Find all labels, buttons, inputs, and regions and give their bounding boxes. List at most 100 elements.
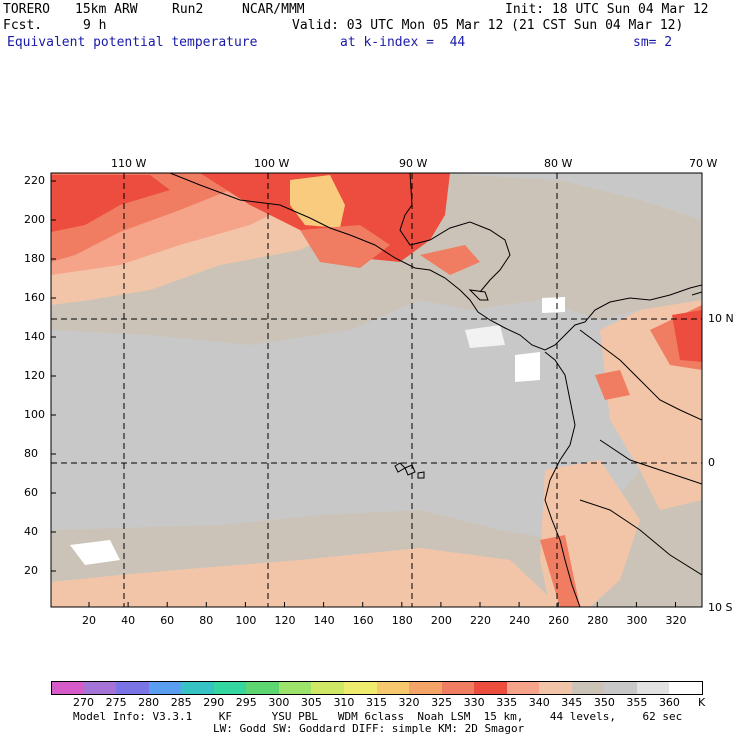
cloud-patch [465, 325, 505, 348]
y-tick-label: 220 [24, 174, 45, 187]
x-tick-label: 80 [199, 614, 214, 627]
init-time: Init: 18 UTC Sun 04 Mar 12 [505, 2, 709, 17]
x-tick-label: 180 [391, 614, 413, 627]
plot-frame [50, 172, 703, 608]
colorbar-swatch [148, 681, 182, 695]
model-org: NCAR/MMM [242, 2, 305, 17]
cloud-patch [542, 297, 565, 313]
x-tick-label: 280 [587, 614, 609, 627]
valid-time: Valid: 03 UTC Mon 05 Mar 12 (21 CST Sun … [292, 18, 684, 33]
colorbar-swatch [604, 681, 638, 695]
colorbar-swatch [213, 681, 247, 695]
lon-label-100w: 100 W [254, 157, 290, 170]
hot-region [420, 245, 480, 275]
colorbar-label: 350 [593, 696, 615, 709]
x-tick-label: 160 [352, 614, 374, 627]
colorbar-label: 275 [105, 696, 127, 709]
lat-lon-grid [51, 173, 702, 607]
colorbar-label: 355 [626, 696, 648, 709]
colorbar-swatch [636, 681, 670, 695]
colorbar-label: 345 [561, 696, 583, 709]
colorbar-label: 305 [300, 696, 322, 709]
y-tick-label: 20 [24, 564, 38, 577]
colorbar-swatch [181, 681, 215, 695]
colorbar-swatch [343, 681, 377, 695]
axis-ticks [51, 180, 676, 607]
x-tick-label: 100 [235, 614, 257, 627]
colorbar-swatch [376, 681, 410, 695]
lon-label-70w: 70 W [689, 157, 718, 170]
colorbar-label: 310 [333, 696, 355, 709]
lat-label-10s: 10 S [708, 601, 733, 614]
y-tick-label: 60 [24, 486, 38, 499]
colorbar-swatch [669, 681, 704, 695]
colorbar-swatch [83, 681, 117, 695]
colorbar-label: 285 [170, 696, 192, 709]
x-tick-label: 300 [626, 614, 648, 627]
colorbar-label: 335 [496, 696, 518, 709]
hot-region [540, 535, 580, 607]
forecast-label: Fcst. [3, 18, 43, 33]
colorbar-swatch [409, 681, 443, 695]
field-name: Equivalent potential temperature [7, 35, 258, 50]
red-region [51, 175, 170, 232]
colorbar-swatch [278, 681, 312, 695]
coastlines [169, 173, 702, 607]
y-tick-label: 120 [24, 369, 45, 382]
x-tick-label: 20 [82, 614, 96, 627]
x-tick-label: 240 [509, 614, 531, 627]
y-tick-label: 80 [24, 447, 38, 460]
y-tick-label: 100 [24, 408, 45, 421]
lon-label-80w: 80 W [544, 157, 573, 170]
level-index: at k-index = 44 [340, 35, 466, 50]
y-tick-label: 200 [24, 213, 45, 226]
y-tick-label: 40 [24, 525, 38, 538]
warm-region [51, 548, 560, 607]
model-name: TORERO [3, 2, 50, 17]
colorbar-swatch [539, 681, 573, 695]
colorbar-label: 300 [268, 696, 290, 709]
colorbar-swatch [51, 681, 86, 695]
colorbar-label: 325 [431, 696, 453, 709]
hot-region [300, 225, 390, 268]
x-tick-label: 140 [313, 614, 335, 627]
colorbar-label: 320 [398, 696, 420, 709]
colorbar-label: 315 [366, 696, 387, 709]
lon-label-90w: 90 W [399, 157, 428, 170]
colorbar-swatch [506, 681, 540, 695]
colorbar-label: 295 [235, 696, 257, 709]
colorbar-swatch [474, 681, 508, 695]
field-shading [51, 173, 702, 607]
x-tick-label: 220 [470, 614, 491, 627]
x-tick-label: 40 [121, 614, 136, 627]
lon-label-110w: 110 W [111, 157, 147, 170]
x-tick-label: 320 [665, 614, 687, 627]
x-tick-label: 200 [430, 614, 452, 627]
forecast-hour: 9 h [83, 18, 107, 33]
colorbar-label: 280 [138, 696, 160, 709]
lat-label-10n: 10 N [708, 312, 734, 325]
x-tick-label: 60 [160, 614, 175, 627]
colorbar-label: 270 [73, 696, 95, 709]
colorbar-swatch [441, 681, 475, 695]
colorbar-label: 330 [463, 696, 485, 709]
cloud-patch [70, 540, 120, 565]
colorbar-swatch [571, 681, 605, 695]
model-physics: LW: Godd SW: Goddard DIFF: simple KM: 2D… [213, 722, 525, 735]
colorbar-label: 360 [658, 696, 680, 709]
model-info: Model Info: V3.3.1 KF YSU PBL WDM 6class… [73, 710, 683, 723]
model-resolution: 15km ARW [75, 2, 138, 17]
model-run: Run2 [172, 2, 204, 17]
colorbar-label: 340 [528, 696, 550, 709]
hot-region [595, 370, 630, 400]
y-tick-label: 140 [24, 330, 45, 343]
colorbar-swatch [311, 681, 345, 695]
colorbar-unit: K [698, 696, 706, 709]
cloud-patch [515, 352, 540, 382]
colorbar-label: 290 [203, 696, 225, 709]
smoothing: sm= 2 [633, 35, 673, 50]
x-tick-label: 260 [548, 614, 570, 627]
red-region [672, 310, 702, 362]
y-tick-label: 160 [24, 291, 45, 304]
